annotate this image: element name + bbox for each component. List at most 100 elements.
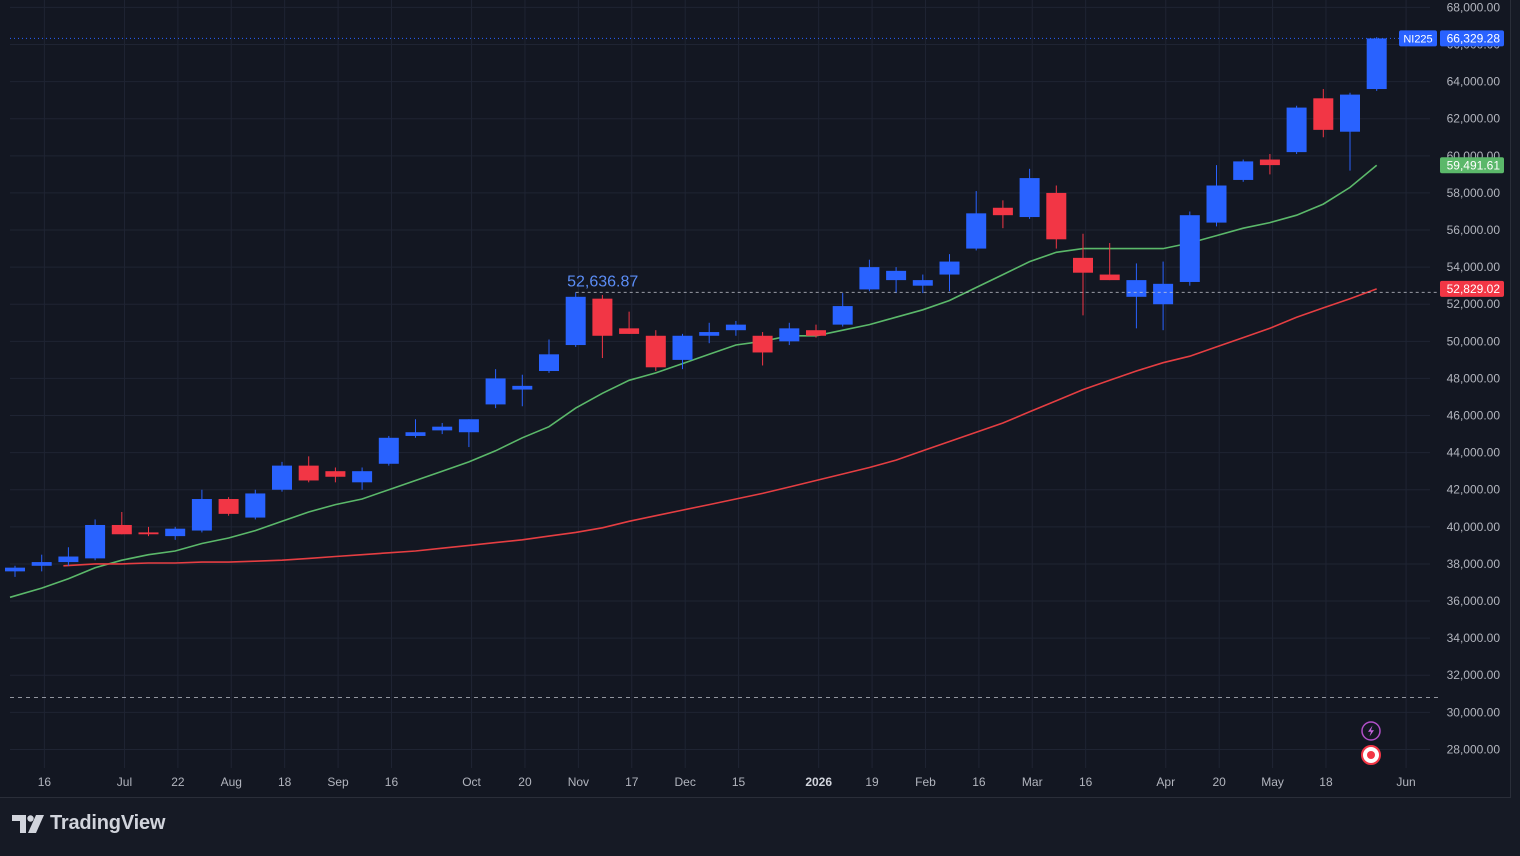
candle bbox=[1179, 211, 1200, 286]
candle-body bbox=[218, 499, 239, 514]
x-tick-label: Jun bbox=[0, 775, 1, 789]
candle bbox=[832, 293, 853, 327]
candle bbox=[485, 369, 506, 409]
candle-body bbox=[966, 213, 987, 249]
candle-body bbox=[672, 335, 693, 360]
chart-icons[interactable] bbox=[1361, 721, 1381, 765]
candle-body bbox=[565, 296, 586, 346]
candle-body bbox=[1259, 159, 1280, 166]
candle bbox=[405, 419, 426, 438]
tradingview-logo[interactable]: TradingView bbox=[12, 812, 165, 835]
horizontal-lines bbox=[10, 37, 1438, 699]
candle-body bbox=[405, 432, 426, 436]
x-tick-label: Oct bbox=[462, 775, 481, 789]
candle-body bbox=[191, 499, 212, 531]
candle bbox=[1259, 153, 1280, 175]
candle-body bbox=[485, 378, 506, 405]
footer: TradingView bbox=[0, 798, 1520, 856]
candles bbox=[5, 37, 1387, 577]
candlestick-chart[interactable]: 52,636.87 28,000.00 30,000.00 32,000.00 34,… bbox=[0, 0, 1510, 797]
candle bbox=[939, 254, 960, 292]
chart-area[interactable]: 52,636.87 28,000.00 30,000.00 32,000.00 34,… bbox=[0, 0, 1511, 798]
candle-body bbox=[85, 524, 106, 559]
candle bbox=[165, 526, 186, 540]
x-tick-label: Jun bbox=[1396, 775, 1415, 789]
candle-body bbox=[1046, 192, 1067, 240]
x-tick-label: 18 bbox=[1319, 775, 1333, 789]
candle-body bbox=[619, 328, 640, 334]
candle bbox=[752, 332, 773, 366]
y-tick-label: 36,000.00 bbox=[1447, 594, 1501, 608]
x-tick-label: 16 bbox=[972, 775, 986, 789]
y-tick-label: 42,000.00 bbox=[1447, 483, 1501, 497]
y-tick-label: 38,000.00 bbox=[1447, 557, 1501, 571]
candle bbox=[912, 274, 933, 294]
x-tick-label: 16 bbox=[1079, 775, 1093, 789]
x-tick-label: 18 bbox=[278, 775, 292, 789]
candle-body bbox=[1286, 107, 1307, 153]
x-tick-label: 20 bbox=[518, 775, 532, 789]
candle bbox=[138, 526, 159, 537]
candle-body bbox=[1313, 98, 1334, 130]
record-icon[interactable] bbox=[1361, 745, 1381, 765]
candle-body bbox=[645, 335, 666, 368]
tradingview-logo-icon bbox=[12, 814, 44, 833]
symbol-label-box bbox=[1399, 30, 1437, 47]
candle bbox=[672, 333, 693, 370]
candle-body bbox=[298, 465, 319, 481]
y-tick-label: 46,000.00 bbox=[1447, 409, 1501, 423]
x-tick-label: Sep bbox=[327, 775, 349, 789]
candle bbox=[378, 435, 399, 466]
candle-body bbox=[912, 280, 933, 286]
candle-body bbox=[1073, 257, 1093, 273]
candle-body bbox=[939, 261, 960, 275]
candle bbox=[779, 322, 800, 346]
price-label-box bbox=[1440, 280, 1504, 297]
y-tick-label: 52,000.00 bbox=[1447, 297, 1501, 311]
x-tick-label: 15 bbox=[732, 775, 746, 789]
candle-body bbox=[138, 532, 159, 535]
candle bbox=[352, 467, 373, 490]
candle-body bbox=[352, 471, 373, 483]
y-tick-label: 56,000.00 bbox=[1447, 223, 1501, 237]
price-label-text: 52,829.02 bbox=[1447, 282, 1501, 296]
candle-body bbox=[886, 270, 907, 281]
candle-body bbox=[245, 493, 266, 518]
candle bbox=[966, 191, 987, 251]
price-labels: 66,329.28 NI225 59,491.61 52,829.02 bbox=[1399, 30, 1504, 297]
x-tick-label: 19 bbox=[865, 775, 879, 789]
candle bbox=[1099, 243, 1120, 281]
candle-body bbox=[699, 332, 720, 336]
y-tick-label: 30,000.00 bbox=[1447, 705, 1501, 719]
candle bbox=[565, 292, 586, 347]
candle bbox=[1366, 37, 1387, 91]
symbol-label-text: NI225 bbox=[1403, 33, 1432, 45]
x-tick-label: Mar bbox=[1022, 775, 1043, 789]
candle-body bbox=[512, 385, 533, 390]
ma-long-line bbox=[63, 288, 1377, 567]
candle bbox=[432, 422, 453, 435]
candle-body bbox=[111, 524, 132, 535]
price-label-box bbox=[1440, 30, 1504, 47]
candle bbox=[31, 554, 52, 572]
candle-body bbox=[725, 324, 746, 331]
price-axis[interactable]: 28,000.00 30,000.00 32,000.00 34,000.00 36,0… bbox=[1447, 0, 1501, 756]
x-tick-label: May bbox=[1261, 775, 1284, 789]
y-tick-label: 54,000.00 bbox=[1447, 260, 1501, 274]
y-tick-label: 32,000.00 bbox=[1447, 668, 1501, 682]
y-tick-label: 68,000.00 bbox=[1447, 0, 1501, 14]
candle bbox=[1286, 105, 1307, 154]
time-axis[interactable]: Jun 16 Jul 22 Aug 18 Sep 16 Oct 20 Nov 17 Dec 15 2026 1… bbox=[0, 775, 1416, 789]
candle bbox=[539, 339, 559, 373]
x-tick-label: Jul bbox=[117, 775, 132, 789]
candle bbox=[245, 489, 266, 520]
candle-body bbox=[859, 267, 880, 290]
lightning-icon[interactable] bbox=[1361, 721, 1381, 741]
candle bbox=[1073, 233, 1093, 316]
candle bbox=[272, 461, 292, 492]
candle-body bbox=[1233, 161, 1254, 180]
candle-body bbox=[432, 426, 453, 431]
price-label-text: 66,329.28 bbox=[1447, 31, 1501, 45]
candle bbox=[58, 547, 79, 566]
y-tick-label: 44,000.00 bbox=[1447, 446, 1501, 460]
